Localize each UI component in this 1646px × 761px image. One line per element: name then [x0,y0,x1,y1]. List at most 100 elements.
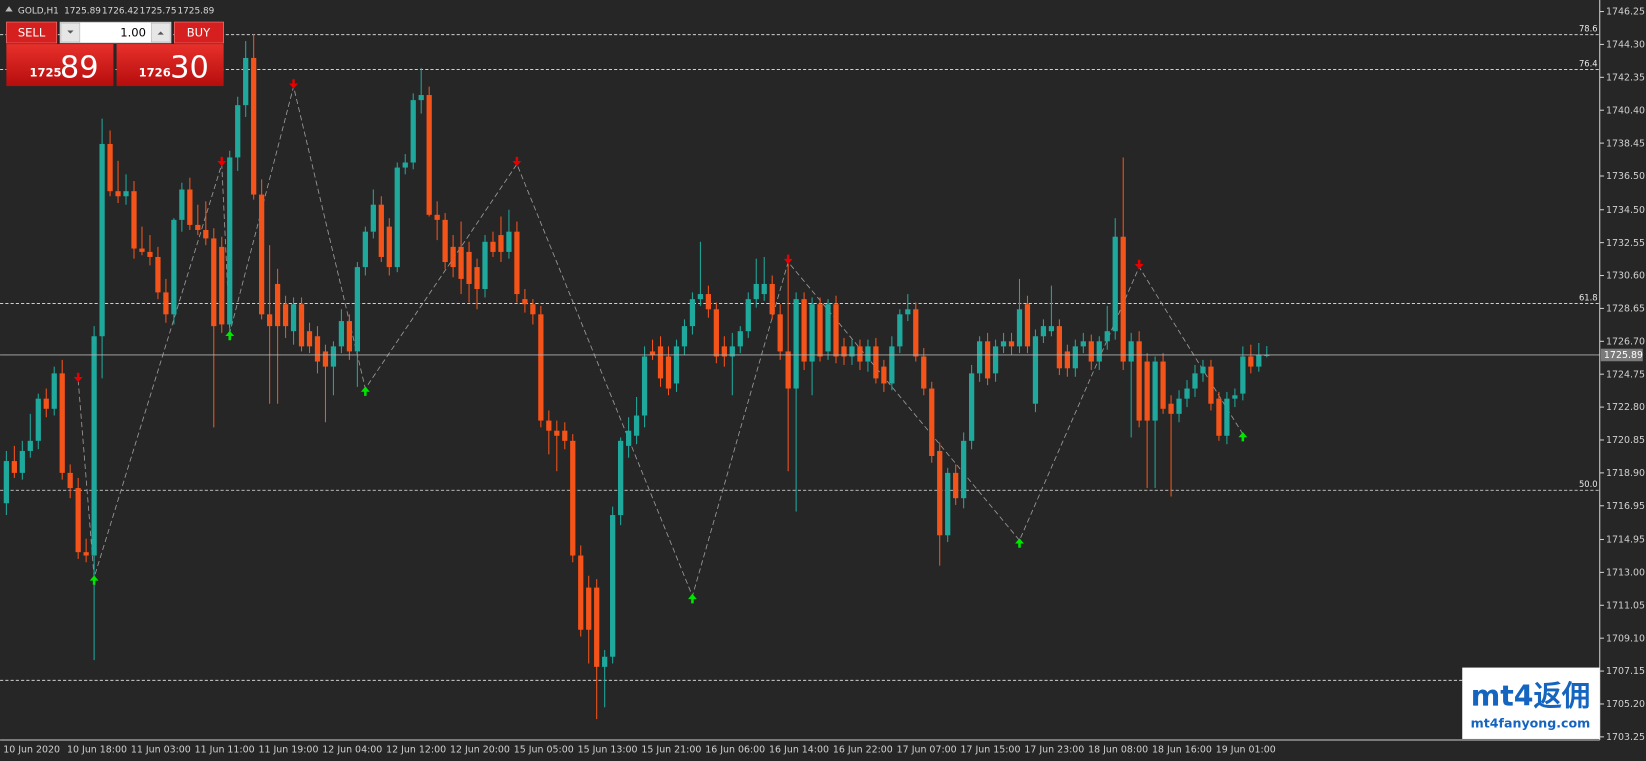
y-tick-label: 1718.90 [1606,468,1645,479]
y-tick-label: 1738.45 [1606,138,1645,149]
candle-body [1056,326,1063,369]
candle-body [1064,351,1070,369]
candle-body [681,326,688,347]
candle-body [618,440,624,516]
candle-body [458,246,464,279]
y-tick-label: 1732.55 [1606,238,1645,249]
signal-arrow [783,254,793,265]
candle-body [211,238,217,327]
buy-button[interactable] [173,21,224,44]
candle-body [1144,361,1150,421]
x-tick-label: 16 Jun 06:00 [705,745,765,756]
x-tick-label: 18 Jun 16:00 [1152,745,1212,756]
candle-body [75,488,81,553]
x-tick-label: 17 Jun 15:00 [961,745,1021,756]
signal-arrow [73,372,83,383]
candle-body [139,248,145,252]
signal-arrow [289,79,298,89]
candle-body [1032,336,1039,404]
x-tick-label: 11 Jun 11:00 [195,745,255,756]
candle-body [713,309,719,357]
watermark: mt4返佣 mt4fanyong.com [1462,667,1600,739]
candle-body [769,283,775,315]
candle-body [530,304,536,315]
candle-body [889,346,895,384]
x-tick-label: 17 Jun 07:00 [897,745,957,756]
candle-body [83,552,89,556]
candle-body [625,430,632,446]
candle-body [841,346,847,357]
signal-arrow [1238,431,1248,442]
sell-button[interactable] [6,21,58,44]
candle-body [123,191,129,197]
candle-body [610,515,616,657]
candle-body [1192,373,1198,389]
candle-body [410,100,416,163]
candle-body [897,314,903,347]
candle-body [578,555,584,630]
candle-body [1160,361,1166,409]
candle-body [1080,341,1086,347]
candle-body [354,267,360,352]
candle-body [817,304,823,357]
candle-body [99,143,105,337]
candle-body [953,472,959,499]
lot-value: 1.00 [120,26,146,40]
signal-arrow [1134,259,1144,270]
x-tick-label: 17 Jun 23:00 [1024,745,1084,756]
y-tick-label: 1722.80 [1606,402,1645,413]
collapse-icon[interactable] [5,6,13,12]
x-tick-label: 12 Jun 04:00 [322,745,382,756]
candle-body [1176,398,1182,414]
candle-body [538,314,544,421]
candle-body [705,294,712,310]
y-tick-label: 1709.10 [1606,633,1645,644]
y-tick-label: 1724.75 [1606,369,1645,380]
candle-body [913,309,919,357]
candle-body [1152,361,1158,421]
ask-box[interactable] [116,44,224,87]
candle-body [1008,341,1015,347]
candle-body [466,251,472,284]
candle-body [602,656,608,667]
x-tick-label: 19 Jun 01:00 [1216,745,1276,756]
x-tick-label: 15 Jun 21:00 [641,745,701,756]
candle-body [1208,366,1214,404]
lot-input[interactable] [59,21,172,44]
x-tick-label: 10 Jun 18:00 [67,745,127,756]
candle-body [219,246,225,325]
candle-body [338,321,345,347]
candle-body [171,219,177,315]
x-tick-label: 16 Jun 14:00 [769,745,829,756]
candle-body [1128,341,1134,362]
up-icon [157,31,164,35]
x-tick-label: 18 Jun 08:00 [1088,745,1148,756]
watermark-logo: mt4返佣 [1471,679,1590,712]
candle-body [402,162,408,168]
candle-body [921,356,927,389]
candle-body [243,57,249,106]
sell-label: SELL [18,26,46,40]
candle-body [3,461,9,504]
candle-body [665,356,672,389]
candle-body [274,283,281,327]
candle-body [865,346,871,362]
candle-body [1024,304,1031,347]
x-tick-label: 15 Jun 13:00 [578,745,638,756]
candle-body [761,283,767,295]
y-tick-label: 1736.50 [1606,171,1645,182]
bid-box[interactable] [6,44,114,87]
trade-panel: SELL 1.00 BUY 1725 89 1726 30 [6,21,224,87]
candle-body [689,299,696,327]
candle-body [35,398,41,441]
candle-body [51,373,57,409]
y-tick-label: 1746.25 [1606,7,1645,18]
candle-body [506,231,512,252]
candle-body [490,241,496,252]
candle-body [745,299,751,332]
candle-body [984,341,991,379]
candle-body [450,246,456,268]
candle-body [586,587,592,630]
candle-body [697,294,704,300]
header-close: 1725.89 [177,7,214,17]
